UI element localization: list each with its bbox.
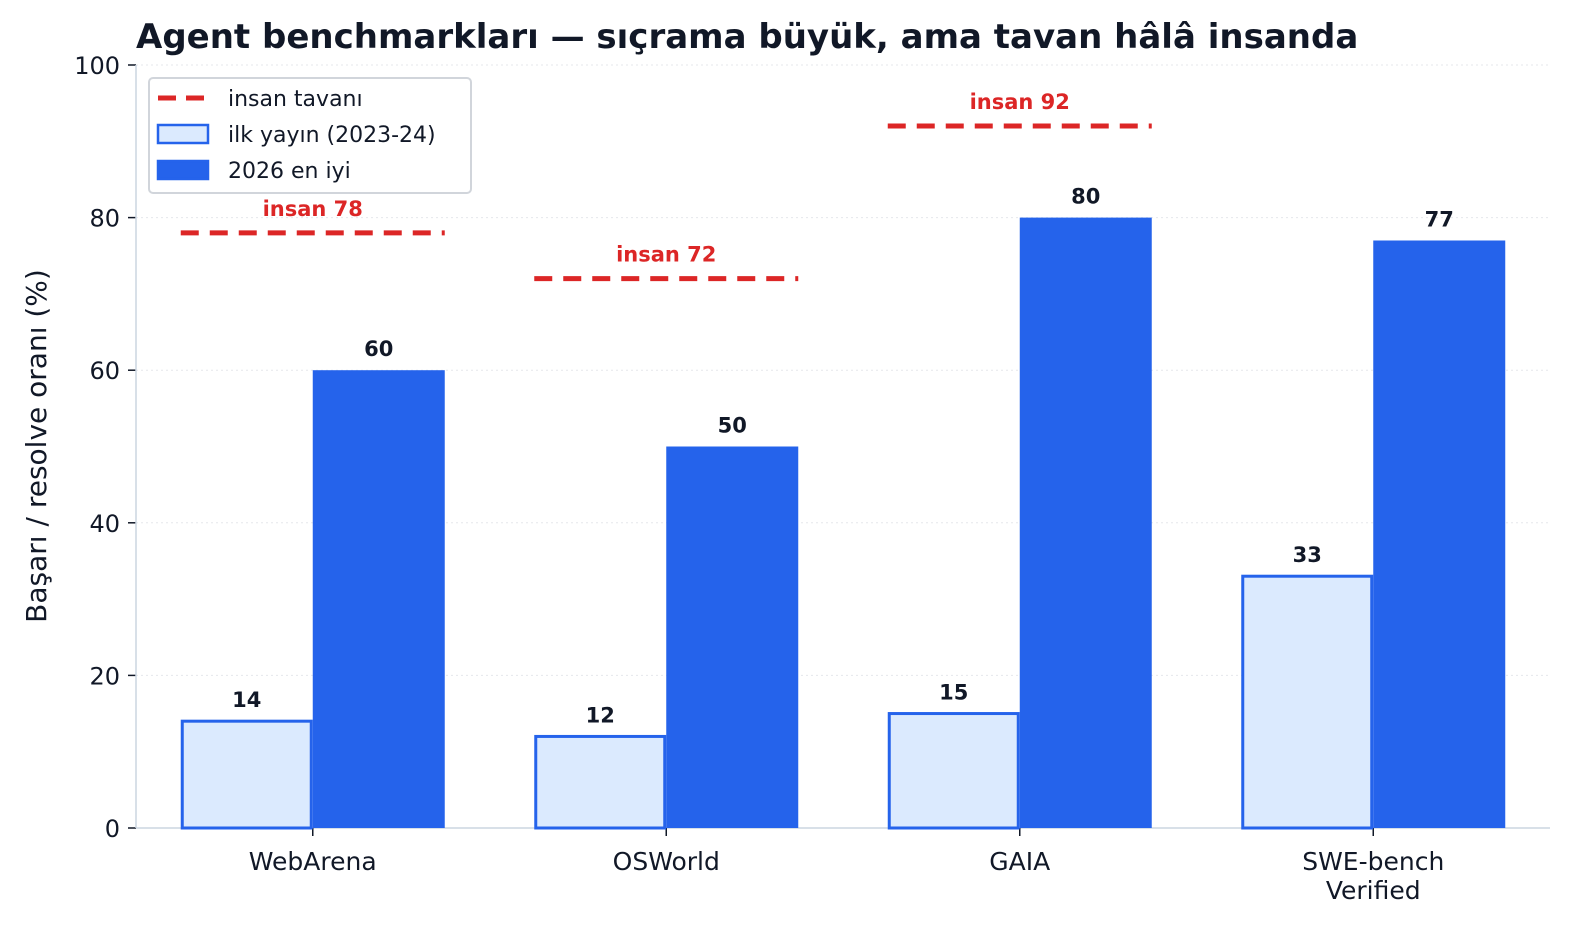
y-axis-label: Başarı / resolve oranı (%) (20, 269, 53, 623)
y-tick-label: 0 (105, 815, 120, 843)
y-tick-label: 40 (89, 510, 120, 538)
x-tick-label: WebArena (249, 847, 377, 876)
bar-best-2026 (1019, 217, 1152, 829)
bar-value-label: 14 (232, 688, 261, 712)
bar-best-2026 (1373, 240, 1506, 829)
bar-value-label: 50 (718, 414, 747, 438)
human-ceiling-lines: insan 78 insan 72 insan 92 (180, 90, 1152, 282)
x-tick-label: GAIA (989, 847, 1050, 876)
bar-value-label: 80 (1071, 185, 1100, 209)
bar-value-label: 60 (364, 337, 393, 361)
bar-best-2026 (312, 370, 445, 828)
y-tick-label: 60 (89, 357, 120, 385)
bar-value-label: 33 (1293, 543, 1322, 567)
x-tick-label-line: OSWorld (613, 847, 720, 876)
bar-value-label: 15 (939, 681, 968, 705)
x-tick-label: OSWorld (613, 847, 720, 876)
y-tick-label: 80 (89, 205, 120, 233)
human-ceiling-label: insan 72 (616, 243, 716, 267)
x-tick-label-line: WebArena (249, 847, 377, 876)
bar-value-label: 77 (1425, 207, 1454, 231)
x-tick-label-line: GAIA (989, 847, 1050, 876)
bar-first-release (534, 734, 667, 830)
bar-first-release (180, 719, 313, 830)
legend-swatch (156, 123, 210, 145)
bar-first-release (1241, 574, 1374, 830)
legend-label: ilk yayın (2023-24) (228, 123, 436, 148)
human-ceiling-label: insan 78 (263, 197, 363, 221)
bar-best-2026 (666, 446, 799, 828)
value-labels: 14 60 12 50 15 80 33 77 (232, 185, 1454, 728)
axes: 0 20 40 60 80 100 WebArena OSWorld GAIA SWE-bench… (74, 52, 1550, 905)
legend: insan tavanı ilk yayın (2023-24) 2026 en i… (148, 77, 472, 194)
human-ceiling-label: insan 92 (970, 90, 1070, 114)
legend-label: 2026 en iyi (228, 159, 351, 184)
legend-label: insan tavanı (228, 87, 363, 112)
y-tick-label: 100 (74, 52, 120, 80)
bar-first-release (887, 712, 1020, 830)
y-tick-label: 20 (89, 662, 120, 690)
bar-value-label: 12 (586, 703, 615, 727)
x-tick-label-line: Verified (1326, 876, 1421, 905)
chart-title: Agent benchmarkları — sıçrama büyük, ama… (136, 17, 1358, 57)
x-tick-label: SWE-bench Verified (1302, 847, 1444, 905)
legend-box (148, 77, 472, 194)
x-tick-label-line: SWE-bench (1302, 847, 1444, 876)
bars (180, 217, 1506, 830)
legend-swatch (156, 159, 210, 181)
